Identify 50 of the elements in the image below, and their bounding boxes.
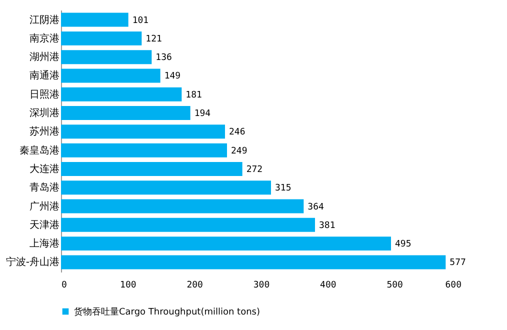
bar (61, 162, 242, 176)
data-label: 194 (194, 109, 211, 120)
bar (61, 143, 227, 158)
bar (61, 199, 304, 214)
y-tick-label: 日照港 (30, 88, 60, 100)
y-tick-label: 天津港 (30, 218, 60, 231)
y-tick-label: 南京港 (30, 32, 60, 44)
data-label: 272 (246, 164, 263, 175)
x-tick-label: 300 (253, 280, 270, 290)
bar (61, 87, 182, 102)
y-tick-label: 上海港 (30, 238, 60, 250)
data-label: 149 (164, 72, 181, 82)
data-label: 101 (132, 16, 149, 26)
bar (61, 236, 391, 251)
x-tick-label: 400 (320, 280, 336, 290)
data-label: 577 (450, 258, 466, 268)
y-tick-label: 深圳港 (30, 107, 60, 120)
y-tick-label: 大连港 (30, 162, 60, 175)
x-tick-label: 600 (445, 280, 462, 290)
bar (61, 106, 190, 120)
y-tick-label: 青岛港 (30, 182, 60, 194)
data-label: 364 (308, 202, 324, 212)
bar (61, 255, 446, 270)
data-label: 181 (186, 90, 202, 100)
y-tick-label: 南通港 (30, 70, 60, 82)
x-tick-label: 0 (62, 280, 67, 290)
y-tick-label: 秦皇岛港 (20, 144, 60, 156)
legend-label: 货物吞吐量Cargo Throughput(million tons) (74, 306, 260, 318)
data-label: 246 (229, 128, 246, 138)
data-label: 315 (275, 184, 292, 194)
bar (61, 31, 142, 46)
y-tick-label: 江阴港 (30, 14, 60, 26)
bar (61, 218, 315, 232)
bar (61, 12, 128, 27)
bar (61, 180, 271, 195)
data-label: 495 (395, 240, 412, 250)
y-tick-label: 苏州港 (30, 126, 60, 138)
data-label: 121 (146, 34, 162, 44)
data-label: 381 (319, 220, 336, 231)
y-tick-label: 广州港 (30, 200, 60, 212)
x-tick-label: 500 (386, 280, 403, 290)
y-tick-label: 湖州港 (30, 51, 60, 64)
bar (61, 50, 152, 64)
data-label: 136 (156, 53, 172, 64)
x-tick-label: 100 (120, 280, 136, 290)
bar (61, 68, 160, 83)
data-label: 249 (231, 146, 248, 156)
y-tick-label: 宁波-舟山港 (6, 256, 60, 268)
bar (61, 124, 225, 139)
x-tick-label: 200 (186, 280, 203, 290)
